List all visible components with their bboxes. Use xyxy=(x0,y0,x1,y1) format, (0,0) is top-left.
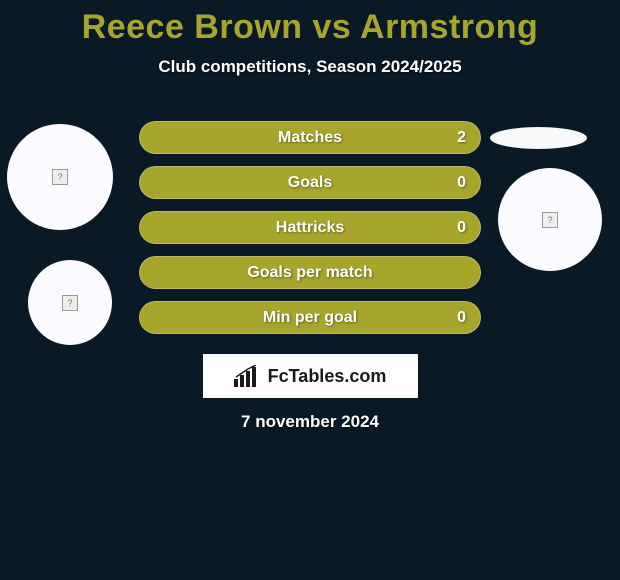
stat-row-goals-per-match: Goals per match xyxy=(139,256,481,289)
page-title: Reece Brown vs Armstrong xyxy=(0,0,620,47)
page-subtitle: Club competitions, Season 2024/2025 xyxy=(0,57,620,77)
brand-badge: FcTables.com xyxy=(203,354,418,398)
stat-value-right: 0 xyxy=(457,219,466,237)
stat-label: Hattricks xyxy=(276,219,344,237)
stat-value-right: 0 xyxy=(457,309,466,327)
stat-row-goals: Goals 0 xyxy=(139,166,481,199)
brand-name: FcTables.com xyxy=(268,366,387,387)
stat-row-matches: Matches 2 xyxy=(139,121,481,154)
stat-label: Goals per match xyxy=(247,264,372,282)
stat-label: Matches xyxy=(278,129,342,147)
stat-label: Goals xyxy=(288,174,332,192)
stat-row-hattricks: Hattricks 0 xyxy=(139,211,481,244)
date-text: 7 november 2024 xyxy=(0,412,620,432)
stat-row-min-per-goal: Min per goal 0 xyxy=(139,301,481,334)
stat-value-right: 2 xyxy=(457,129,466,147)
bars-growth-icon xyxy=(234,365,262,387)
stat-label: Min per goal xyxy=(263,309,357,327)
stats-bars: Matches 2 Goals 0 Hattricks 0 Goals per … xyxy=(139,121,481,334)
stat-value-right: 0 xyxy=(457,174,466,192)
